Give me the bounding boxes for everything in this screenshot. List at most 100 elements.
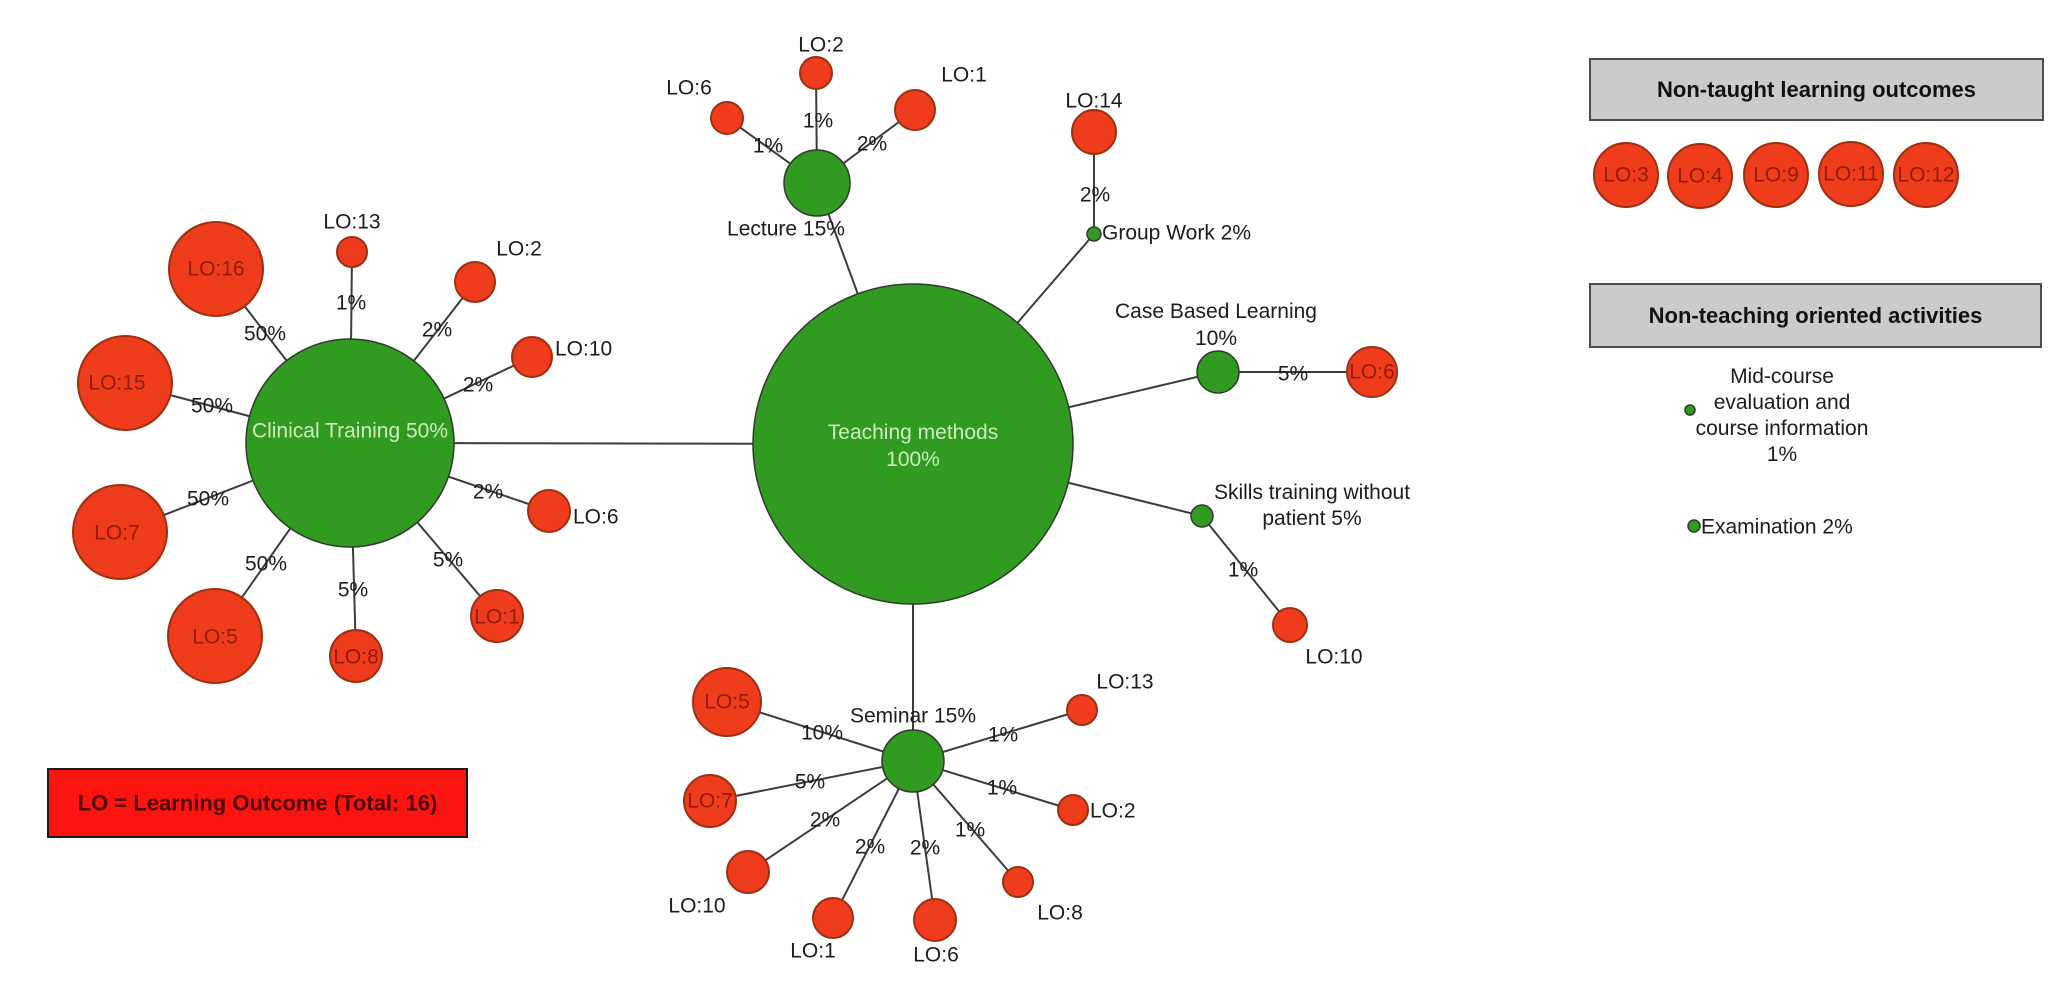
edge-label: 1%	[336, 292, 366, 315]
legend-header-non-taught-title: Non-taught learning outcomes	[1657, 77, 1976, 102]
legend-circle-lo11	[1818, 141, 1884, 207]
label-seminar-lo13: LO:13	[1096, 671, 1153, 694]
label-clinical-lo2: LO:2	[496, 238, 542, 261]
edge-label: 5%	[1278, 363, 1308, 386]
node-seminar-lo8	[1002, 866, 1034, 898]
legend-circle-lo3-label: LO:3	[1603, 164, 1649, 187]
node-case-lo6-label: LO:6	[1349, 361, 1395, 384]
node-lecture-lo1	[894, 89, 936, 131]
node-seminar-lo7	[683, 774, 737, 828]
node-clinical-lo7-label: LO:7	[94, 522, 140, 545]
node-clinical-lo2	[454, 261, 496, 303]
node-clinical-lo15-label: LO:15	[88, 372, 145, 395]
node-clinical-lo16	[168, 221, 264, 317]
edge-label: 50%	[244, 323, 286, 346]
node-teaching-methods	[752, 283, 1074, 605]
label-seminar-lo2: LO:2	[1090, 800, 1136, 823]
label-lecture-lo6: LO:6	[666, 77, 712, 100]
legend-circle-lo11-label: LO:11	[1823, 163, 1879, 186]
edge-label: 10%	[801, 722, 843, 745]
edge-label: 2%	[857, 133, 887, 156]
node-seminar-lo10	[726, 850, 770, 894]
node-lecture-lo6	[710, 101, 744, 135]
node-clinical-lo15	[77, 335, 173, 431]
node-clinical-lo1	[470, 589, 524, 643]
node-clinical-lo10	[511, 336, 553, 378]
node-seminar-lo2	[1057, 794, 1089, 826]
edge-label: 1%	[987, 777, 1017, 800]
node-clinical-lo5	[167, 588, 263, 684]
node-clinical-lo7	[72, 484, 168, 580]
node-clinical-training	[245, 338, 455, 548]
edge-label: 1%	[1228, 559, 1258, 582]
node-lecture	[783, 149, 851, 217]
legend-circle-lo9	[1743, 142, 1809, 208]
edge-label: 2%	[810, 809, 840, 832]
legend-header-non-taught	[1589, 58, 2044, 121]
label-midcourse: Mid-course evaluation and course informati…	[1696, 365, 1869, 466]
node-clinical-lo16-label: LO:16	[187, 258, 244, 281]
edge	[709, 760, 914, 802]
label-seminar-lo8: LO:8	[1037, 902, 1083, 925]
legend-circle-lo9-label: LO:9	[1753, 164, 1799, 187]
node-seminar	[881, 729, 945, 793]
label-seminar-lo10: LO:10	[668, 895, 725, 918]
edge-label: 50%	[187, 488, 229, 511]
edge-label: 1%	[988, 724, 1018, 747]
edge-label: 5%	[795, 771, 825, 794]
edge-label: 2%	[1080, 184, 1110, 207]
edge-label: 5%	[433, 549, 463, 572]
legend-circle-lo4	[1667, 143, 1733, 209]
node-clinical-lo8	[329, 629, 383, 683]
node-teaching-methods-label: Teaching methods 100%	[828, 421, 998, 471]
label-examination: Examination 2%	[1701, 516, 1853, 539]
legend-header-non-teaching-title: Non-teaching oriented activities	[1649, 303, 1983, 328]
label-lo14: LO:14	[1065, 90, 1123, 113]
edge-label: 2%	[422, 319, 452, 342]
node-group-work	[1086, 226, 1102, 242]
node-clinical-lo5-label: LO:5	[192, 626, 238, 649]
legend-circle-lo3	[1593, 142, 1659, 208]
node-clinical-lo6	[527, 489, 571, 533]
node-clinical-training-label: Clinical Training 50%	[252, 420, 448, 443]
edge-label: 2%	[473, 481, 503, 504]
edge	[1201, 515, 1291, 626]
edge-label: 50%	[245, 553, 287, 576]
label-group-work: Group Work 2%	[1102, 222, 1251, 245]
label-seminar: Seminar 15%	[850, 705, 976, 728]
label-skills-training: Skills training without patient 5%	[1214, 481, 1410, 530]
node-seminar-lo6	[913, 898, 957, 942]
node-skills-lo10	[1272, 607, 1308, 643]
label-lecture-lo1: LO:1	[941, 64, 987, 87]
node-seminar-lo1	[812, 897, 854, 939]
legend-circle-lo12-label: LO:12	[1897, 164, 1954, 187]
key-box	[47, 768, 468, 838]
edge-label: 50%	[191, 395, 233, 418]
legend-header-non-teaching	[1589, 283, 2042, 348]
label-lecture-lo2: LO:2	[798, 34, 844, 57]
node-seminar-lo13	[1066, 694, 1098, 726]
label-case-based-learning: Case Based Learning 10%	[1115, 300, 1317, 350]
key-box-title: LO = Learning Outcome (Total: 16)	[78, 791, 438, 816]
edge-label: 1%	[955, 819, 985, 842]
legend-dot-examination	[1687, 519, 1701, 533]
node-clinical-lo8-label: LO:8	[333, 646, 379, 669]
legend-circle-lo12	[1893, 142, 1959, 208]
node-lecture-lo2	[799, 56, 833, 90]
edge-label: 2%	[910, 837, 940, 860]
node-seminar-lo7-label: LO:7	[687, 790, 733, 813]
node-groupwork-lo14	[1071, 109, 1117, 155]
node-case-lo6	[1346, 346, 1398, 398]
label-lecture: Lecture 15%	[727, 218, 845, 241]
label-clinical-lo6: LO:6	[573, 506, 619, 529]
edge-label: 1%	[753, 135, 783, 158]
label-seminar-lo1: LO:1	[790, 940, 836, 963]
edge-label: 2%	[855, 836, 885, 859]
label-seminar-lo6: LO:6	[913, 944, 959, 967]
legend-dot-midcourse	[1684, 404, 1696, 416]
label-skills-lo10: LO:10	[1305, 646, 1362, 669]
node-skills-training	[1190, 504, 1214, 528]
label-clinical-lo13: LO:13	[323, 211, 380, 234]
